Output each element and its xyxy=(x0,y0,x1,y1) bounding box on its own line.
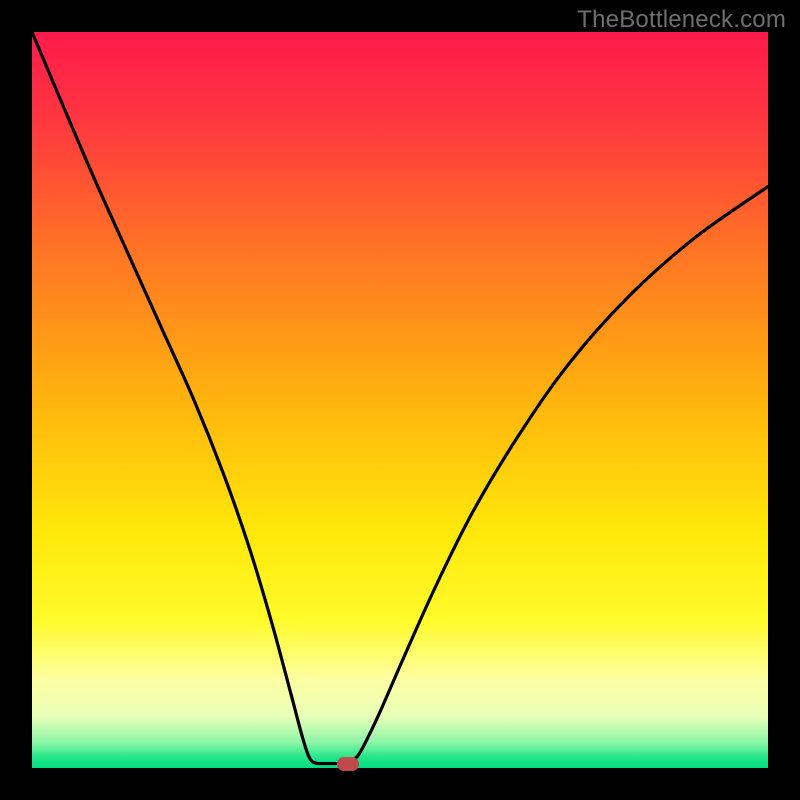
watermark-text: TheBottleneck.com xyxy=(577,6,786,34)
plot-area xyxy=(32,32,768,768)
chart-canvas: TheBottleneck.com xyxy=(0,0,800,800)
bottleneck-curve xyxy=(32,32,768,764)
curve-svg xyxy=(32,32,768,768)
optimal-point-marker xyxy=(337,757,359,771)
